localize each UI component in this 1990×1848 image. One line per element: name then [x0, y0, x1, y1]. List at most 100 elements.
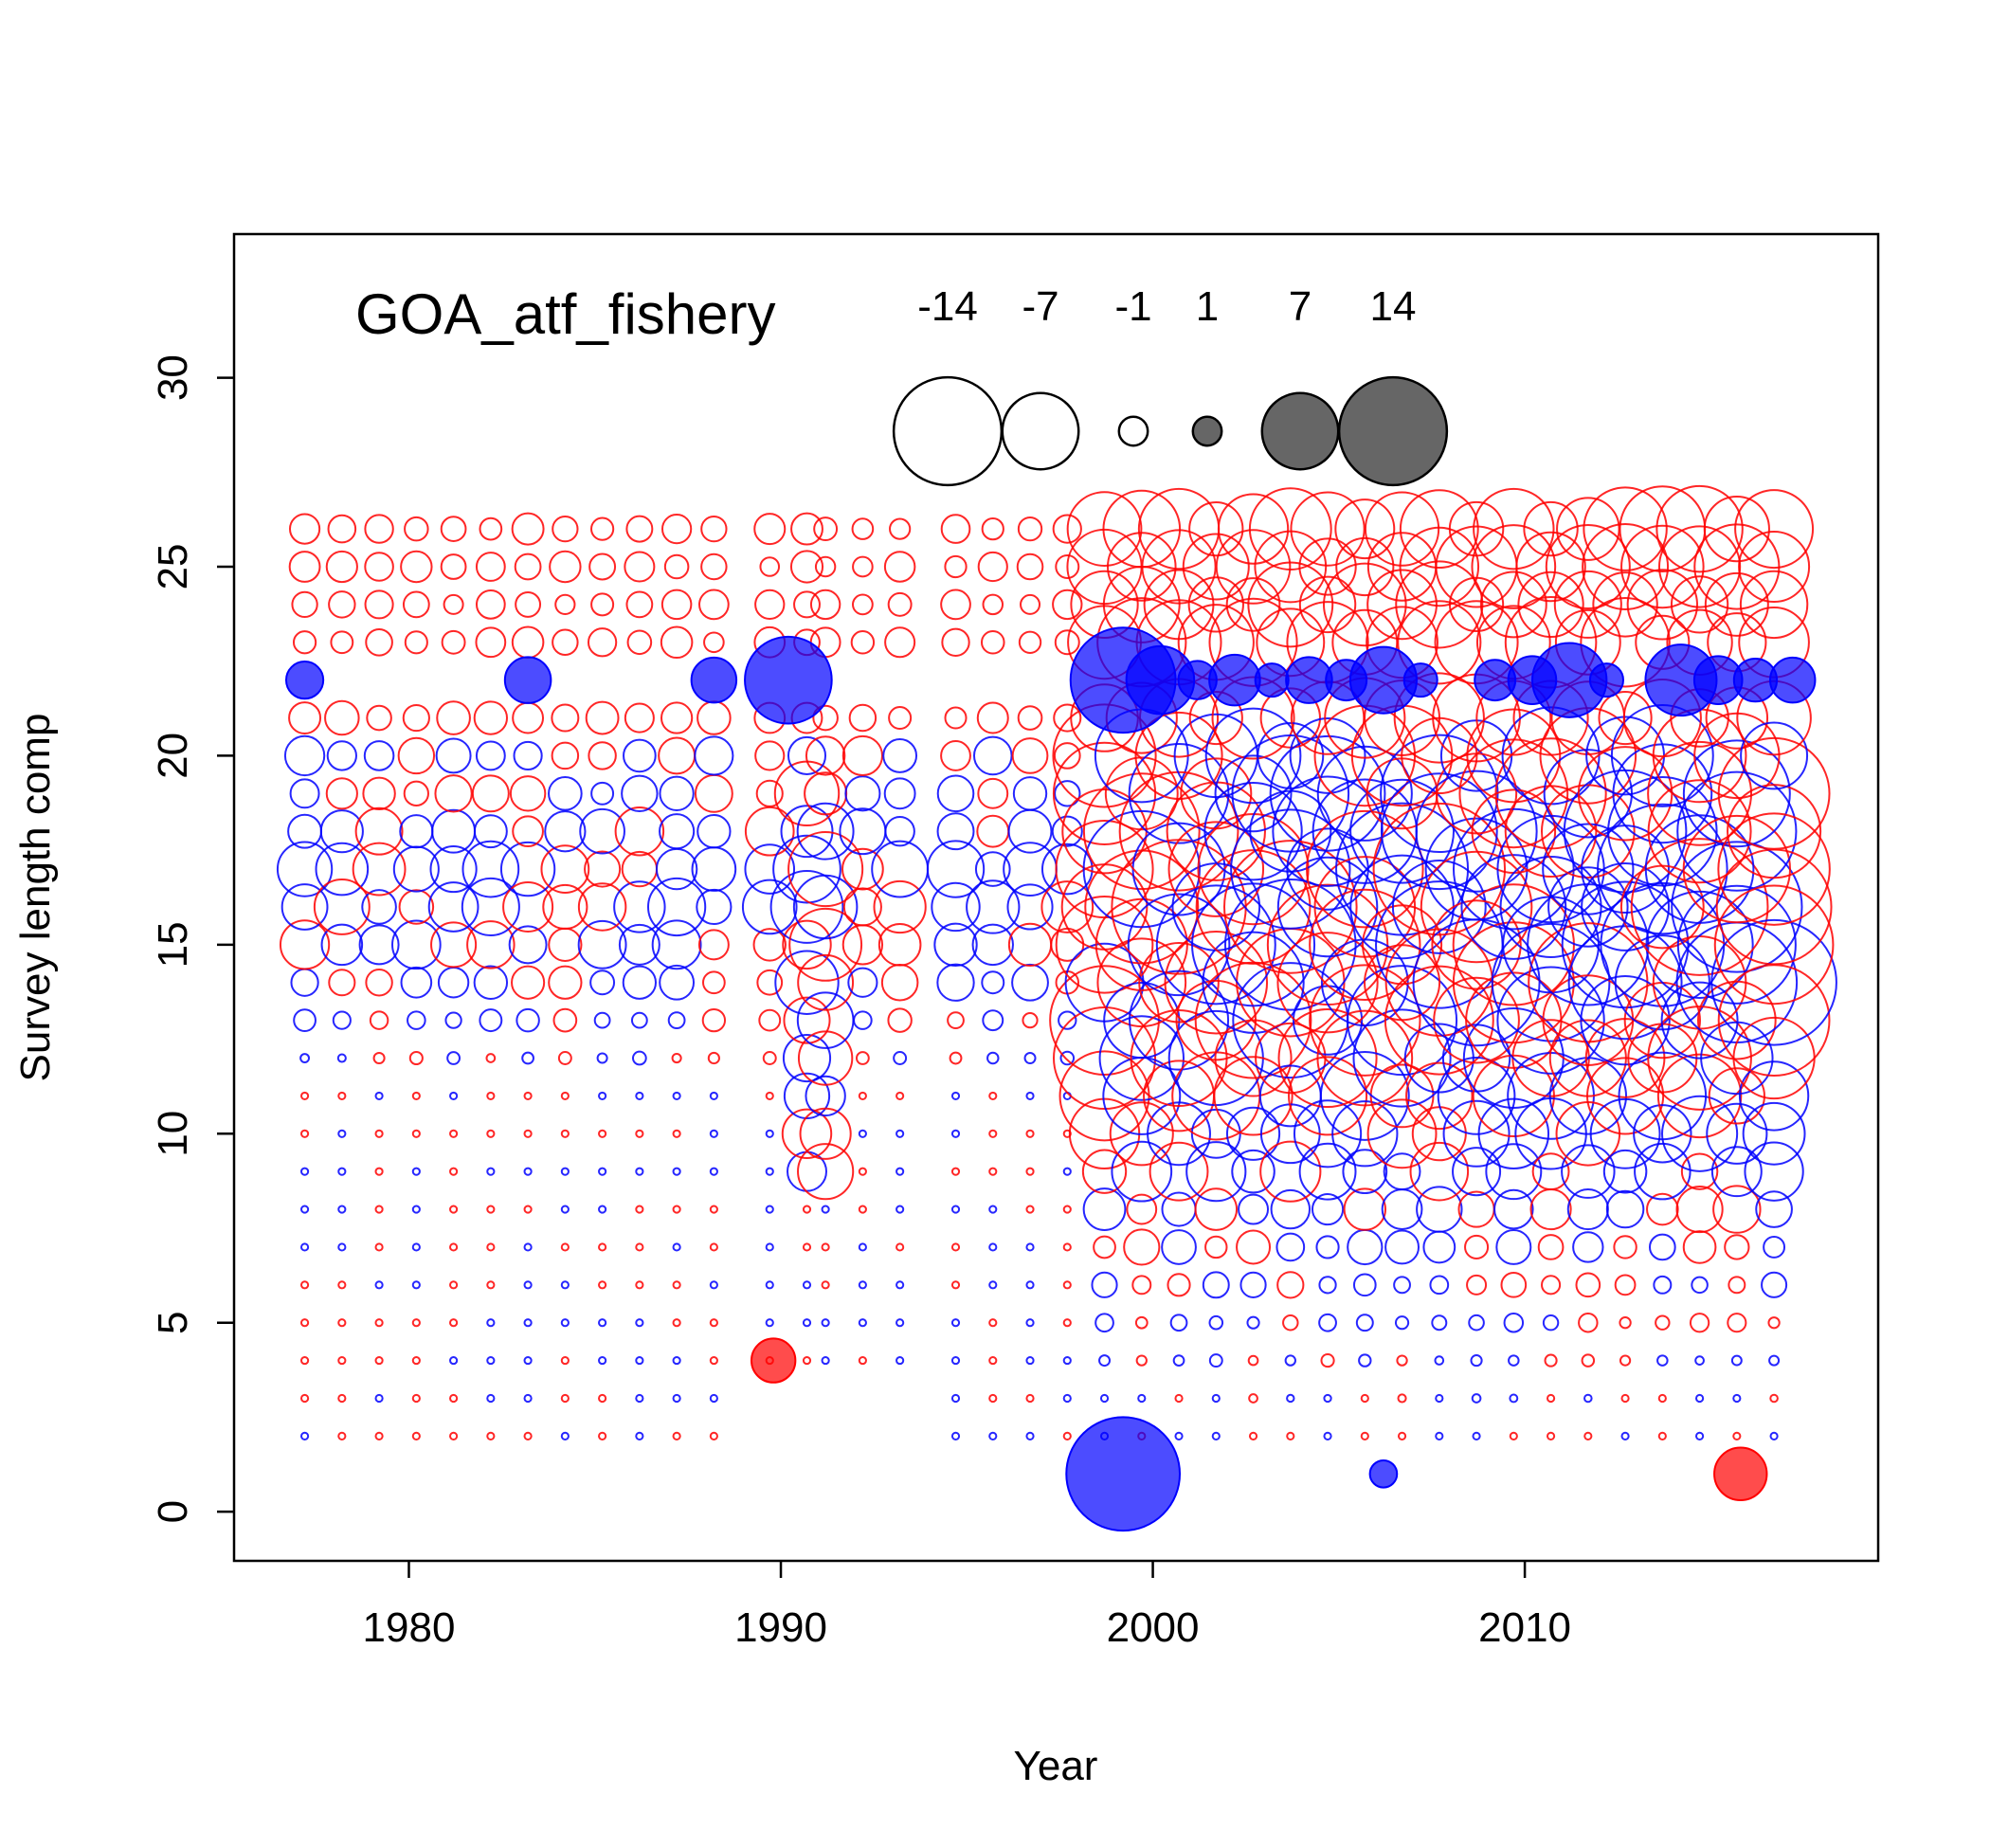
residual-bubble: [1017, 705, 1043, 731]
residual-bubble: [326, 740, 357, 771]
residual-bubble: [1082, 1187, 1127, 1231]
residual-bubble: [1311, 1192, 1345, 1226]
residual-bubble: [1025, 1205, 1035, 1214]
residual-bubble: [1284, 1354, 1296, 1367]
residual-bubble: [362, 776, 396, 811]
residual-bubble: [1323, 1431, 1332, 1440]
residual-bubble: [514, 553, 542, 581]
residual-bubble: [1247, 561, 1334, 648]
residual-bubble: [374, 1318, 384, 1328]
residual-bubble: [1717, 812, 1831, 926]
residual-bubble: [411, 1167, 421, 1176]
residual-bubble: [1127, 893, 1231, 997]
residual-bubble: [1094, 1313, 1114, 1333]
residual-bubble: [486, 1242, 496, 1252]
residual-bubble: [841, 734, 883, 777]
residual-bubble: [365, 627, 393, 657]
residual-bubble: [1517, 571, 1584, 639]
residual-bubble: [1306, 809, 1424, 929]
residual-bubble: [300, 1205, 310, 1214]
residual-bubble: [1619, 1316, 1632, 1330]
residual-bubble: [1546, 1393, 1556, 1404]
residual-bubble: [1040, 880, 1094, 933]
residual-bubble: [337, 1280, 347, 1290]
residual-bubble: [1391, 860, 1487, 954]
residual-bubble: [1472, 1431, 1481, 1440]
residual-bubble: [1052, 741, 1157, 845]
residual-bubble: [1099, 1393, 1110, 1404]
residual-bubble: [288, 551, 321, 583]
residual-bubble: [792, 874, 859, 940]
residual-bubble: [1025, 1280, 1035, 1290]
residual-bubble: [1293, 1099, 1363, 1169]
residual-bubble: [523, 1318, 533, 1328]
legend-label: -14: [917, 283, 978, 330]
residual-bubble: [1040, 842, 1094, 896]
residual-bubble: [788, 907, 863, 982]
residual-bubble: [1620, 524, 1705, 609]
residual-bubble: [446, 1051, 461, 1065]
residual-bubble: [1290, 491, 1366, 567]
residual-bubble: [577, 882, 627, 932]
residual-bubble: [1202, 1271, 1230, 1299]
residual-bubble: [696, 814, 732, 849]
residual-bubble: [667, 1011, 686, 1030]
residual-bubble: [1137, 1393, 1147, 1404]
residual-bubble: [1270, 1188, 1312, 1230]
positive-filled-bubble: [1254, 662, 1290, 698]
residual-bubble: [1309, 888, 1421, 1002]
residual-bubble: [1211, 1431, 1221, 1440]
residual-bubble: [475, 552, 506, 582]
residual-bubble: [337, 1242, 347, 1252]
residual-bubble: [598, 1356, 607, 1366]
residual-bubble: [300, 1318, 310, 1328]
residual-bubble: [709, 1205, 718, 1214]
residual-bubble: [635, 1129, 644, 1138]
residual-bubble: [1394, 1315, 1410, 1331]
residual-bubble: [844, 775, 881, 812]
residual-bubble: [1540, 784, 1636, 879]
legend-label: -7: [1022, 283, 1058, 330]
residual-bubble: [551, 741, 580, 770]
legend-label: -1: [1114, 283, 1151, 330]
residual-bubble: [1276, 856, 1379, 958]
residual-bubble: [1383, 1152, 1421, 1191]
residual-bubble: [1174, 1393, 1184, 1404]
residual-bubble: [744, 843, 796, 895]
residual-bubble: [1352, 1273, 1377, 1297]
residual-bubble: [548, 965, 583, 1000]
residual-bubble: [593, 1011, 611, 1029]
residual-bubble: [449, 1091, 459, 1100]
residual-bubble: [1727, 1313, 1747, 1333]
residual-bubble: [1583, 486, 1668, 571]
residual-bubble: [1575, 1272, 1601, 1298]
residual-bubble: [851, 517, 875, 540]
residual-bubble: [1096, 937, 1187, 1028]
residual-bubble: [1442, 1099, 1511, 1168]
residual-bubble: [1204, 1235, 1228, 1259]
residual-bubble: [402, 703, 430, 733]
residual-bubble: [1025, 1167, 1035, 1176]
residual-bubble: [1315, 1235, 1340, 1259]
residual-bubble: [631, 1050, 647, 1066]
residual-bubble: [1703, 495, 1770, 563]
residual-bubble: [896, 1129, 905, 1138]
residual-bubble: [1431, 1314, 1448, 1332]
residual-bubble: [1509, 1393, 1519, 1404]
residual-bubble: [765, 1129, 774, 1138]
residual-bubble: [1204, 707, 1302, 805]
residual-bubble: [1167, 1273, 1191, 1297]
residual-bubble: [300, 1129, 310, 1138]
residual-bubble: [588, 553, 617, 581]
residual-bubble: [877, 923, 922, 967]
residual-bubble: [1523, 500, 1579, 557]
residual-bubble: [614, 806, 665, 857]
residual-bubble: [1052, 589, 1083, 621]
residual-bubble: [709, 1242, 718, 1252]
residual-bubble: [1286, 1431, 1295, 1440]
residual-bubble: [1062, 1318, 1072, 1328]
residual-bubble: [1491, 922, 1611, 1042]
residual-bubble: [1277, 1007, 1378, 1109]
residual-bubble: [988, 1280, 998, 1290]
residual-bubble: [499, 841, 556, 897]
